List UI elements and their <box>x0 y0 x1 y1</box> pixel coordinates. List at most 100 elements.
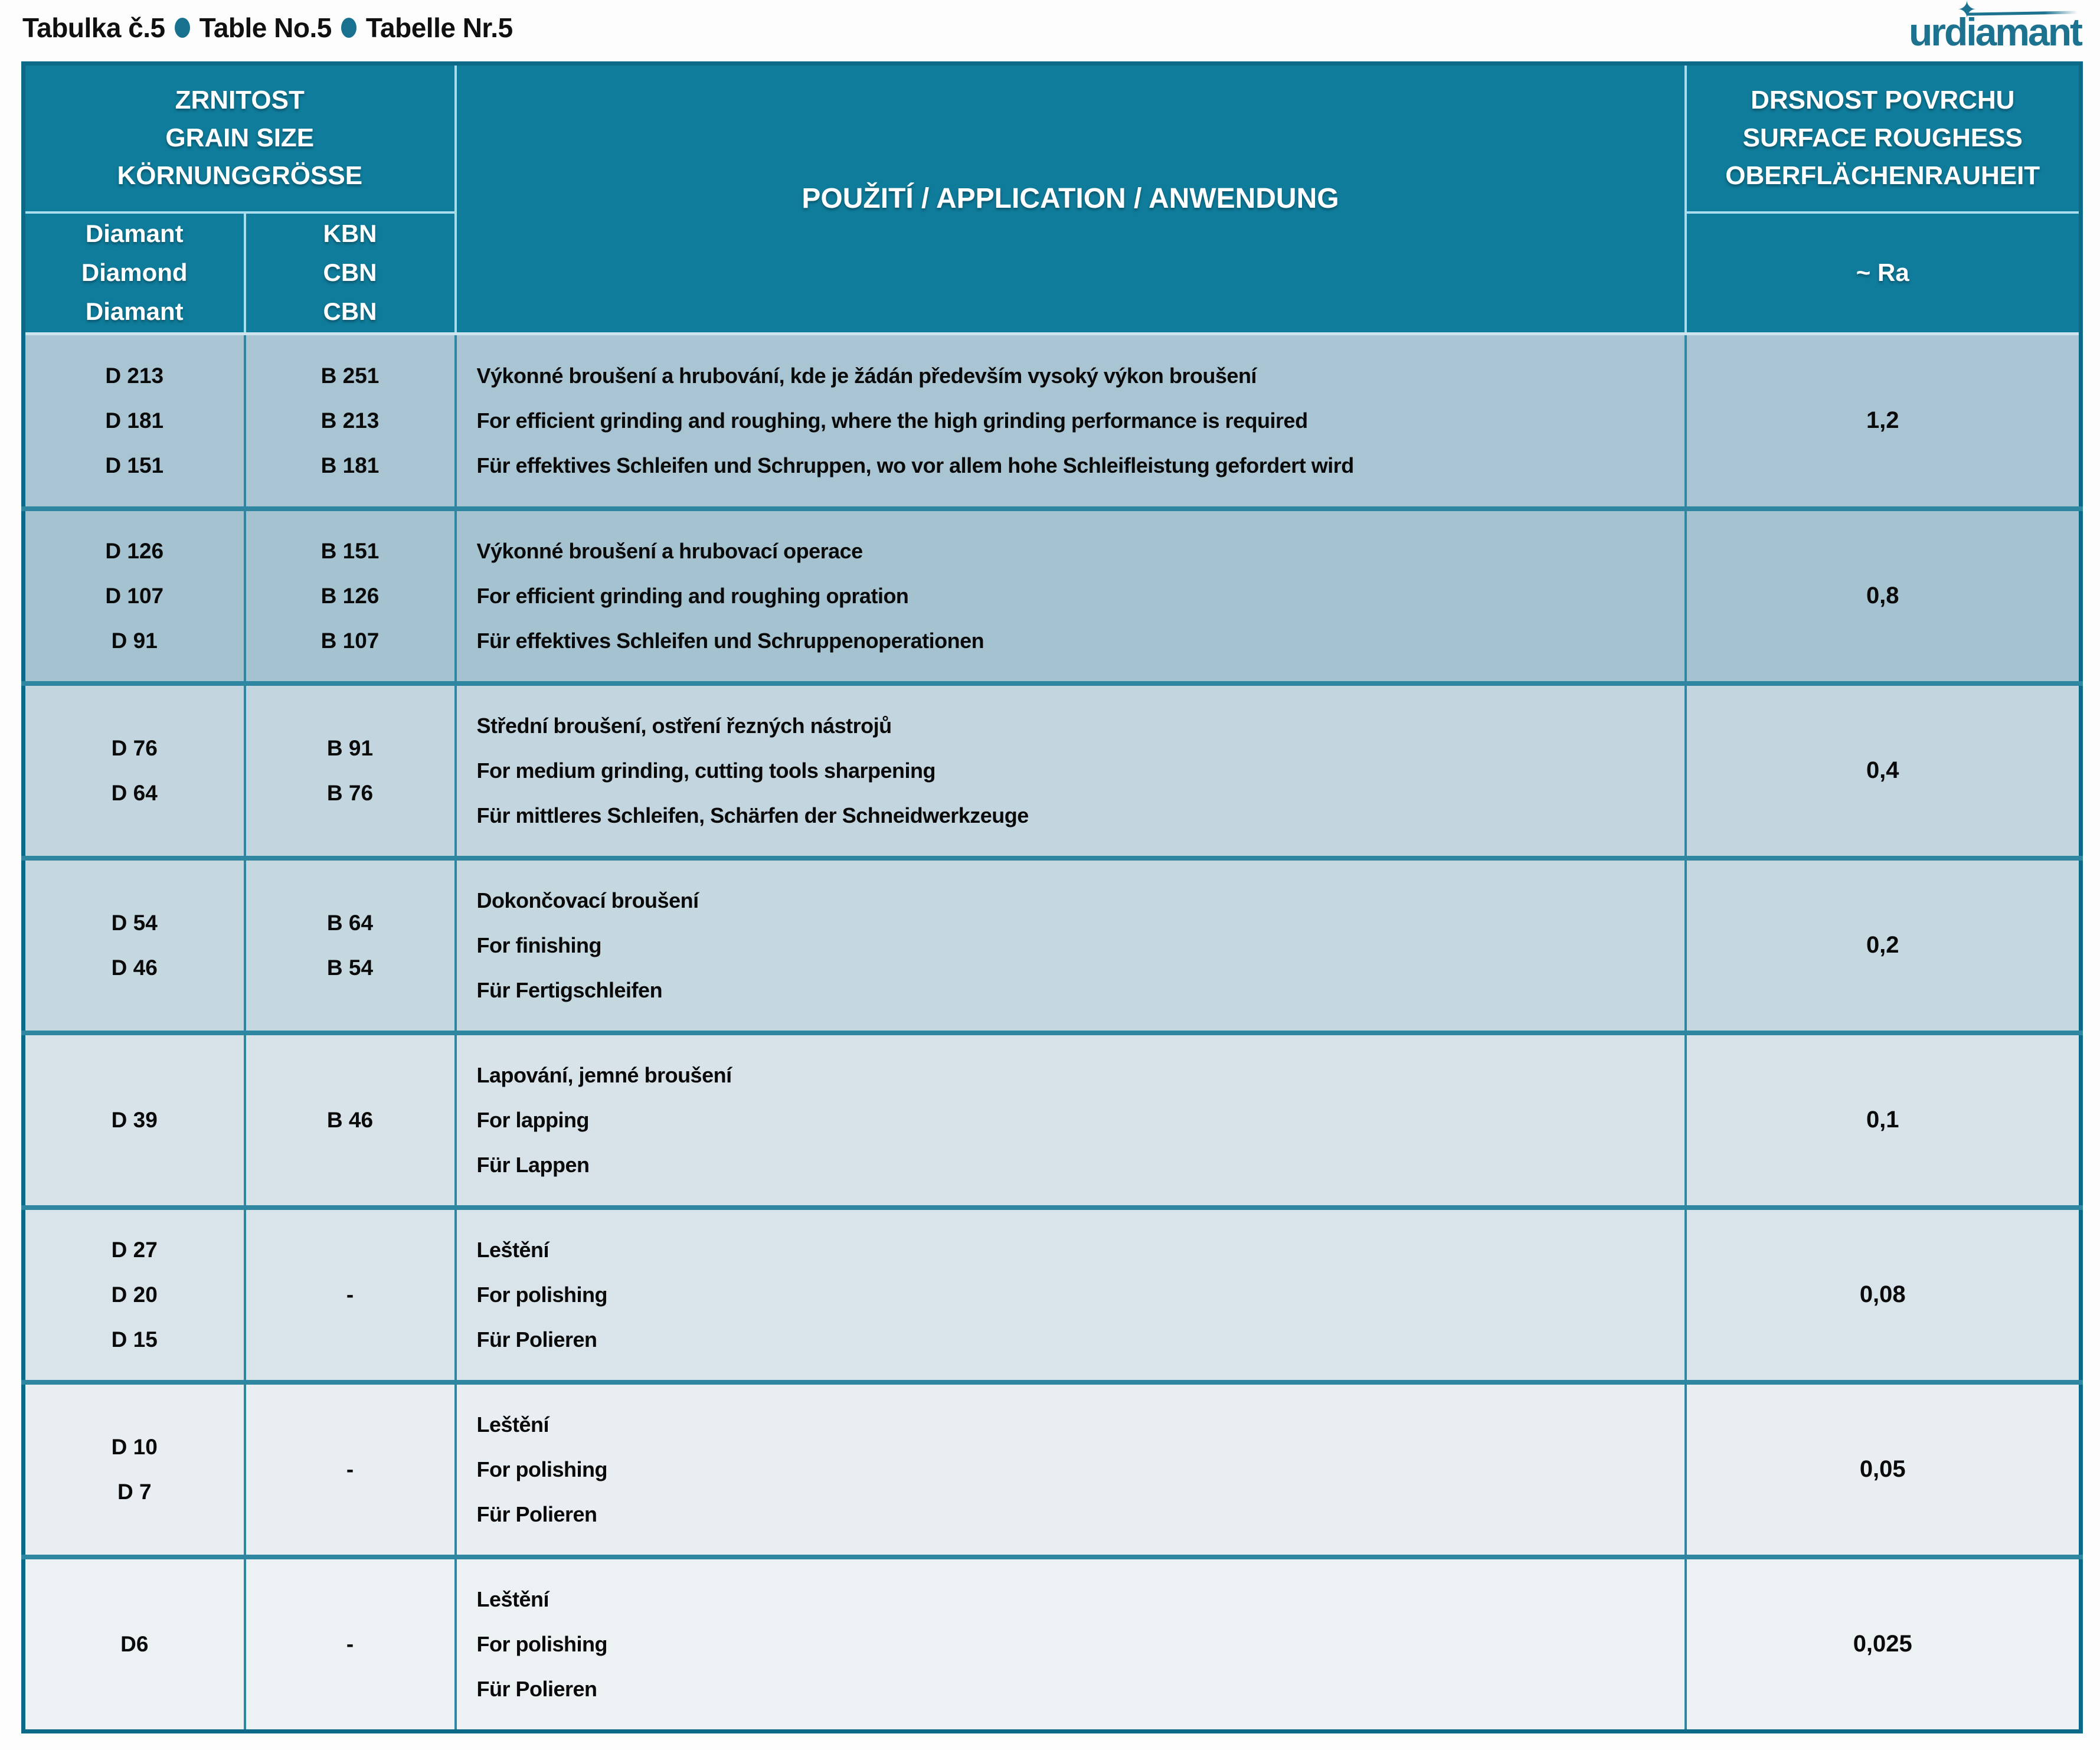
diamond-grades-cell: D6 <box>22 1554 246 1732</box>
subheader-diamond: Diamant Diamond Diamant <box>22 211 246 335</box>
diamond-grade-line: D 27 <box>111 1237 158 1262</box>
cbn-grades-cell: - <box>243 1379 457 1557</box>
cbn-grades-cell: - <box>243 1205 457 1382</box>
diamond-grade-line: D 181 <box>105 408 164 433</box>
diamond-grades-cell: D 76 D 64 <box>22 681 246 858</box>
bullet-separator-icon <box>341 18 356 38</box>
diamond-grade-line: D 7 <box>117 1479 152 1504</box>
application-line-cs: Leštění <box>476 1237 549 1262</box>
header-roughness-cs: DRSNOST POVRCHU <box>1751 86 2015 115</box>
diamond-grade-line: D 91 <box>111 628 158 653</box>
subheader-diamond-de: Diamant <box>85 297 184 326</box>
header-roughness-de: OBERFLÄCHENRAUHEIT <box>1725 161 2040 191</box>
cbn-grade-line: - <box>346 1282 354 1307</box>
diamond-grade-line: D 107 <box>105 583 164 608</box>
diamond-grade-line: D 54 <box>111 910 158 935</box>
ra-value-cell: 0,4 <box>1684 681 2082 858</box>
application-line-de: Für mittleres Schleifen, Schärfen der Sc… <box>476 803 1029 827</box>
subheader-ra: ~ Ra <box>1684 211 2082 335</box>
table-row: D 54 D 46 B 64 B 54 Dokončovací broušení For … <box>22 855 2082 1033</box>
subheader-diamond-cs: Diamant <box>85 220 184 248</box>
table-row: D 10 D 7 - Leštění For polishing Für Polieren… <box>22 1379 2082 1557</box>
cbn-grade-line: B 76 <box>326 780 374 805</box>
application-cell: Výkonné broušení a hrubování, kde je žád… <box>454 332 1687 509</box>
ra-value: 0,05 <box>1859 1456 1906 1482</box>
header-grain-size: ZRNITOST GRAIN SIZE KÖRNUNGGRÖSSE <box>22 62 457 214</box>
application-cell: Leštění For polishing Für Polieren <box>454 1205 1687 1382</box>
table-row: D 126 D 107 D 91 B 151 B 126 B 107 Výkonné bro… <box>22 506 2082 683</box>
title-bar: Tabulka č.5 Table No.5 Tabelle Nr.5 ✦ ur… <box>22 0 2085 58</box>
application-line-en: For efficient grinding and roughing, whe… <box>476 408 1309 433</box>
application-cell: Leštění For polishing Für Polieren <box>454 1554 1687 1732</box>
application-line-de: Für effektives Schleifen und Schruppenop… <box>476 628 984 653</box>
ra-value: 0,4 <box>1866 757 1899 783</box>
application-cell: Lapování, jemné broušení For lapping Für L… <box>454 1030 1687 1208</box>
cbn-grades-cell: B 151 B 126 B 107 <box>243 506 457 683</box>
cbn-grade-line: B 251 <box>320 363 380 388</box>
application-line-cs: Leštění <box>476 1412 549 1437</box>
application-line-en: For polishing <box>476 1631 608 1656</box>
ra-value-cell: 0,05 <box>1684 1379 2082 1557</box>
table-row: D6 - Leštění For polishing Für Polieren 0,025 <box>22 1554 2082 1732</box>
application-line-de: Für Polieren <box>476 1327 598 1352</box>
cbn-grades-cell: - <box>243 1554 457 1732</box>
cbn-grade-line: B 46 <box>326 1107 374 1132</box>
application-text-block: Leštění For polishing Für Polieren <box>457 1402 1684 1537</box>
header-application-label: POUŽITÍ / APPLICATION / ANWENDUNG <box>802 183 1339 214</box>
table-row: D 76 D 64 B 91 B 76 Střední broušení, ostřen… <box>22 681 2082 858</box>
application-text-block: Dokončovací broušení For finishing Für Fer… <box>457 878 1684 1013</box>
application-line-en: For finishing <box>476 933 602 957</box>
ra-value-cell: 0,08 <box>1684 1205 2082 1382</box>
cbn-grade-line: B 181 <box>320 453 380 477</box>
application-line-en: For efficient grinding and roughing opra… <box>476 583 909 608</box>
diamond-grades-cell: D 27 D 20 D 15 <box>22 1205 246 1382</box>
diamond-grades-cell: D 213 D 181 D 151 <box>22 332 246 509</box>
application-cell: Střední broušení, ostření řezných nástro… <box>454 681 1687 858</box>
application-cell: Dokončovací broušení For finishing Für Fer… <box>454 855 1687 1033</box>
application-line-cs: Dokončovací broušení <box>476 888 699 912</box>
ra-value: 0,025 <box>1853 1631 1912 1657</box>
table-row: D 27 D 20 D 15 - Leštění For polishing Für Pol… <box>22 1205 2082 1382</box>
application-line-cs: Výkonné broušení a hrubování, kde je žád… <box>476 363 1257 388</box>
application-line-cs: Lapování, jemné broušení <box>476 1062 732 1087</box>
diamond-grade-line: D 151 <box>105 453 164 477</box>
application-line-de: Für Fertigschleifen <box>476 977 663 1002</box>
header-roughness: DRSNOST POVRCHU SURFACE ROUGHESS OBERFLÄ… <box>1684 62 2082 214</box>
cbn-grade-line: B 151 <box>320 538 380 563</box>
cbn-grades-cell: B 251 B 213 B 181 <box>243 332 457 509</box>
application-line-cs: Výkonné broušení a hrubovací operace <box>476 538 863 563</box>
application-text-block: Leštění For polishing Für Polieren <box>457 1577 1684 1712</box>
table-row: D 39 B 46 Lapování, jemné broušení For lapp… <box>22 1030 2082 1208</box>
title-segment-en: Table No.5 <box>199 12 332 43</box>
grain-size-table: ZRNITOST GRAIN SIZE KÖRNUNGGRÖSSE POUŽIT… <box>21 61 2083 1733</box>
diamond-grade-line: D6 <box>120 1631 149 1656</box>
diamond-grade-line: D 15 <box>111 1327 158 1352</box>
application-cell: Leštění For polishing Für Polieren <box>454 1379 1687 1557</box>
application-line-en: For polishing <box>476 1282 608 1307</box>
application-line-de: Für Polieren <box>476 1502 598 1526</box>
ra-value: 0,08 <box>1859 1281 1906 1307</box>
ra-value-cell: 0,2 <box>1684 855 2082 1033</box>
subheader-diamond-en: Diamond <box>81 259 188 287</box>
application-cell: Výkonné broušení a hrubovací operace For … <box>454 506 1687 683</box>
diamond-grade-line: D 10 <box>111 1434 158 1459</box>
cbn-grade-line: - <box>346 1457 354 1481</box>
header-grain-size-en: GRAIN SIZE <box>165 123 315 153</box>
application-text-block: Výkonné broušení a hrubovací operace For … <box>457 529 1684 663</box>
cbn-grades-cell: B 46 <box>243 1030 457 1208</box>
subheader-cbn: KBN CBN CBN <box>243 211 457 335</box>
grain-size-table-wrap: ZRNITOST GRAIN SIZE KÖRNUNGGRÖSSE POUŽIT… <box>21 61 2083 1733</box>
subheader-ra-label: ~ Ra <box>1856 259 1909 287</box>
logo-sparkle-icon: ✦ <box>1957 0 1977 23</box>
application-line-en: For medium grinding, cutting tools sharp… <box>476 758 936 783</box>
ra-value: 0,8 <box>1866 583 1899 609</box>
cbn-grade-line: B 91 <box>326 735 374 760</box>
diamond-grade-line: D 126 <box>105 538 164 563</box>
application-line-de: Für effektives Schleifen und Schruppen, … <box>476 453 1355 477</box>
header-grain-size-cs: ZRNITOST <box>175 86 305 115</box>
application-text-block: Leštění For polishing Für Polieren <box>457 1228 1684 1362</box>
diamond-grades-cell: D 54 D 46 <box>22 855 246 1033</box>
diamond-grades-cell: D 126 D 107 D 91 <box>22 506 246 683</box>
header-grain-size-de: KÖRNUNGGRÖSSE <box>117 161 363 191</box>
ra-value: 0,2 <box>1866 932 1899 958</box>
